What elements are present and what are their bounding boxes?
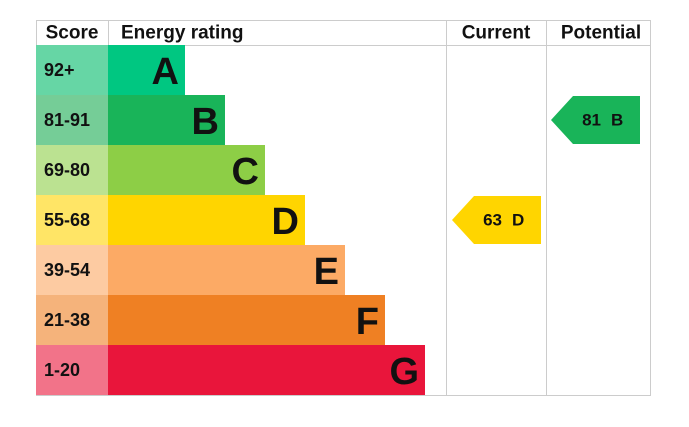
score-cell [36,295,108,345]
rating-bar [108,345,425,395]
score-cell [36,95,108,145]
current-value: 63 [483,211,502,230]
rating-bar [108,145,265,195]
rating-bar [108,95,225,145]
rating-letter: D [272,201,299,243]
header-potential: Potential [561,23,641,44]
score-cell [36,345,108,395]
rating-bar [108,45,185,95]
rating-letter: E [314,251,339,293]
score-range: 92+ [44,60,75,80]
header-current: Current [462,23,531,44]
score-cell [36,195,108,245]
potential-arrow [551,96,640,144]
current-arrow [452,196,541,244]
score-range: 81-91 [44,110,90,130]
score-range: 55-68 [44,210,90,230]
score-range: 39-54 [44,260,90,280]
rating-bar [108,245,345,295]
score-cell [36,45,108,95]
rating-letter: F [356,301,379,343]
score-range: 21-38 [44,310,90,330]
current-rating: D [512,211,524,230]
score-cell [36,145,108,195]
rating-letter: B [192,101,219,143]
score-cell [36,245,108,295]
rating-letter: C [232,151,259,193]
header-score: Score [46,23,99,44]
rating-letter: A [152,51,179,93]
rating-bar [108,295,385,345]
score-range: 69-80 [44,160,90,180]
score-range: 1-20 [44,360,80,380]
rating-letter: G [389,351,419,393]
rating-bar [108,195,305,245]
header-rating: Energy rating [121,23,243,44]
potential-value: 81 [582,111,601,130]
potential-rating: B [611,111,623,130]
